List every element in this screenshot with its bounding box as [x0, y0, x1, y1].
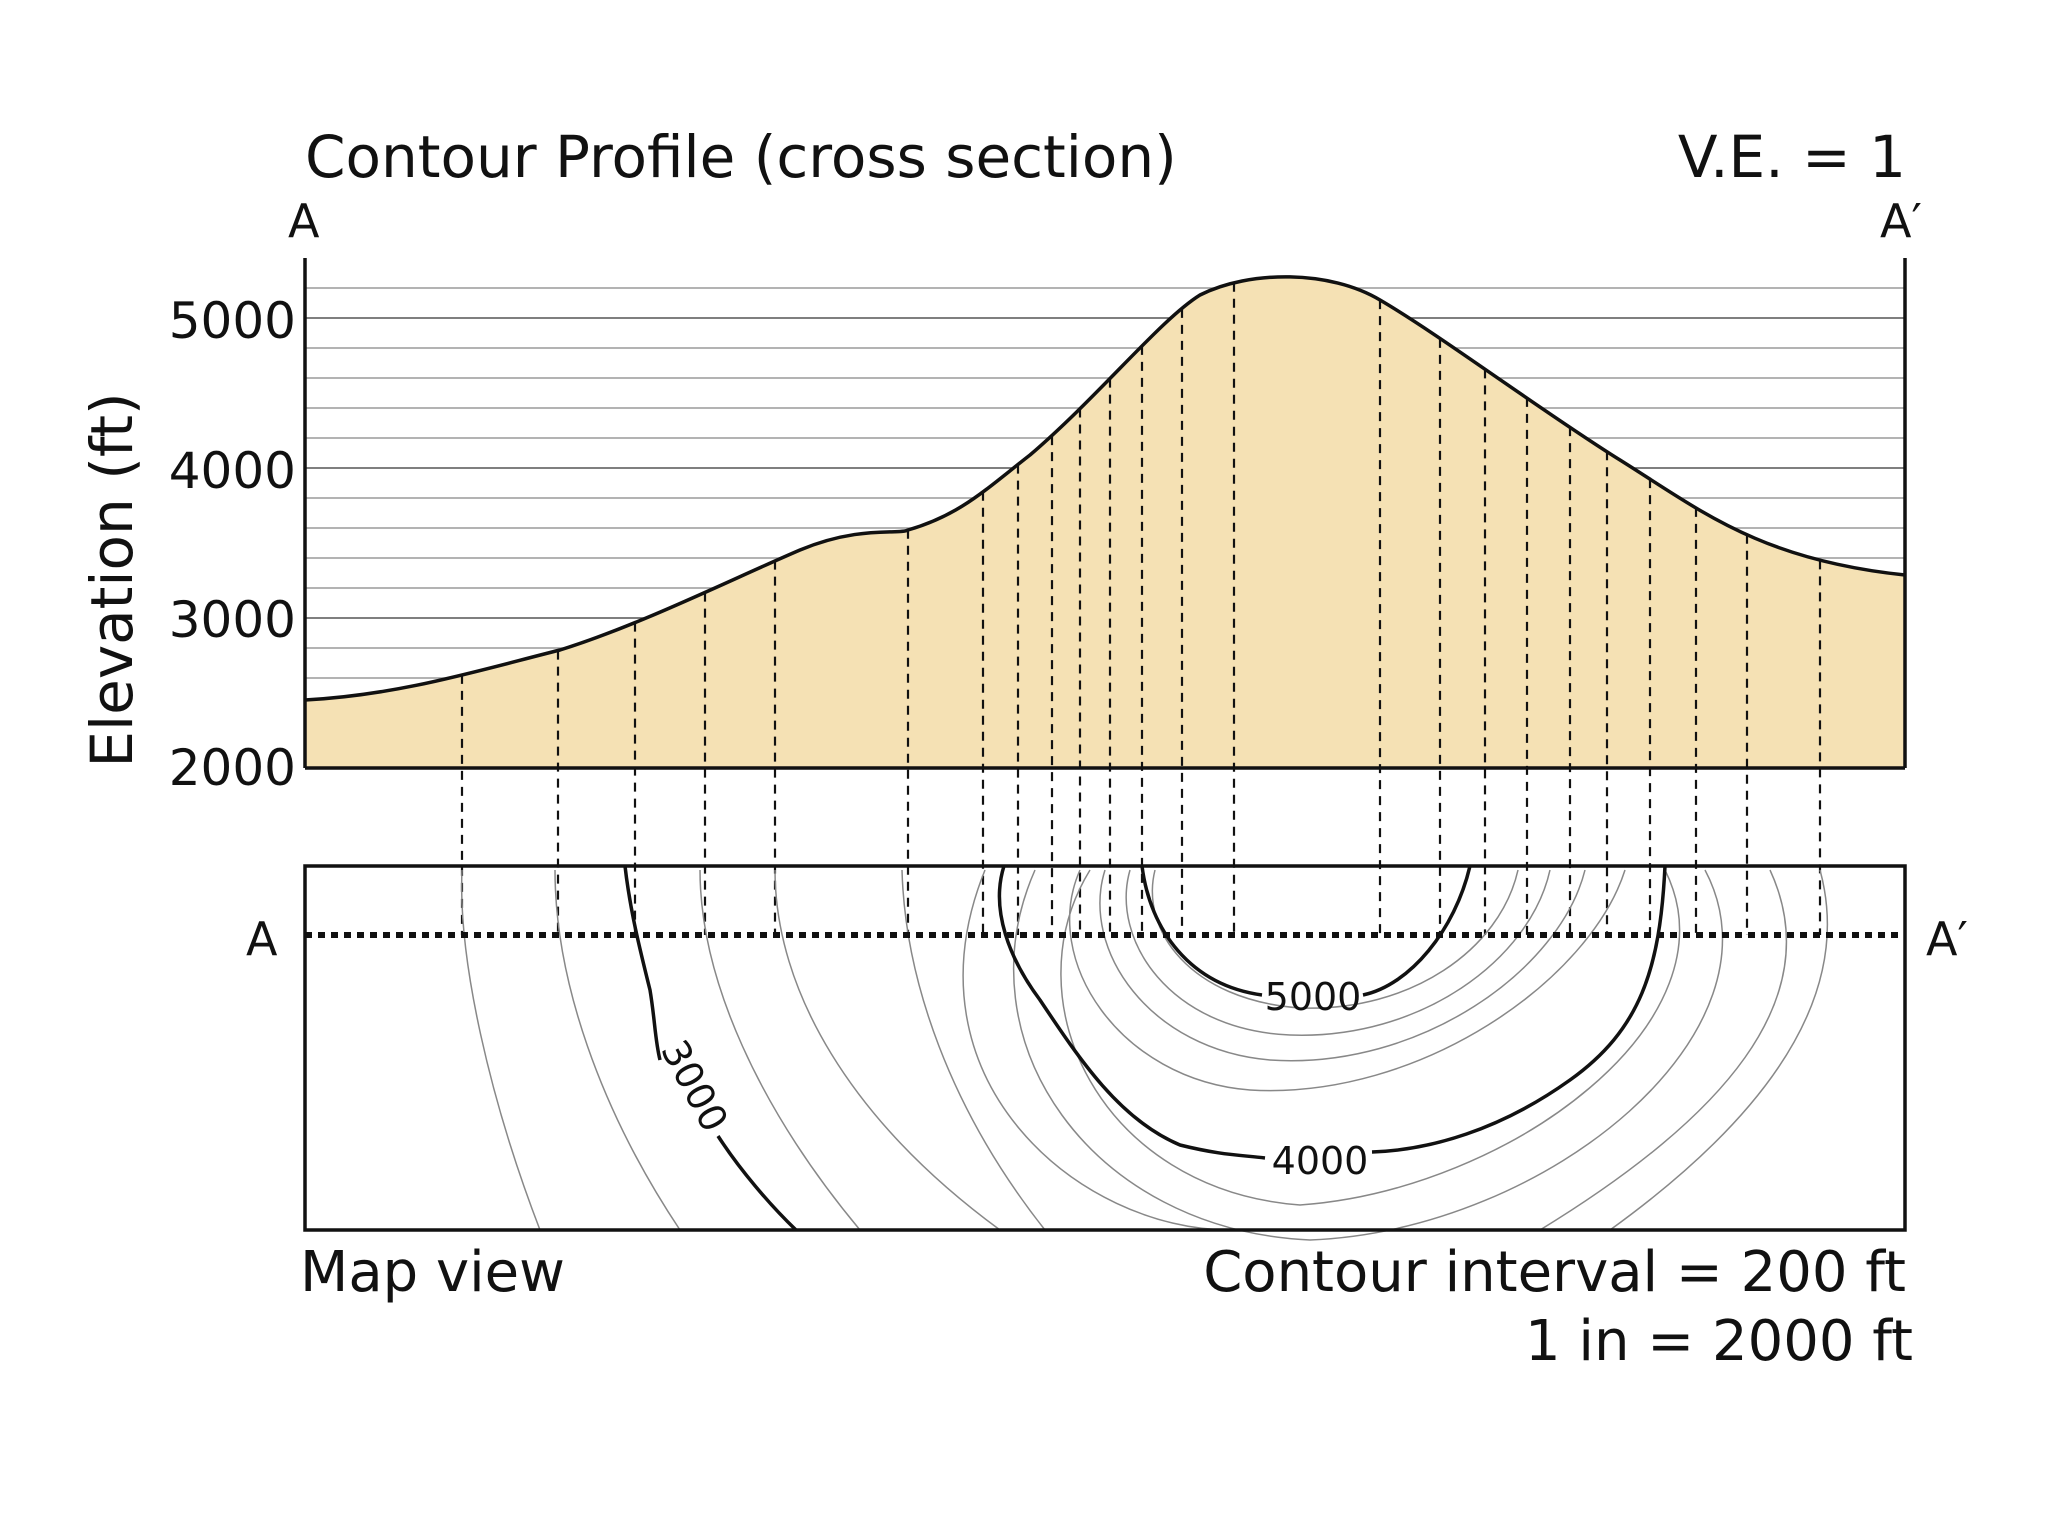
figure-title: Contour Profile (cross section) — [305, 123, 1177, 191]
map-endpoint-a: A — [246, 912, 278, 966]
y-axis-label: Elevation (ft) — [78, 392, 146, 768]
contour-label-3000: 3000 — [652, 1033, 736, 1139]
vertical-exaggeration-label: V.E. = 1 — [1677, 123, 1906, 191]
y-tick-5000: 5000 — [168, 292, 296, 350]
y-tick-4000: 4000 — [168, 442, 296, 500]
contour-5000-line — [1140, 865, 1472, 997]
terrain-profile-line — [304, 275, 1906, 702]
projection-dashed-lines — [460, 282, 1822, 935]
contour-label-4000: 4000 — [1272, 1139, 1369, 1183]
map-frame — [303, 864, 1907, 1232]
terrain-profile-fill — [305, 276, 1905, 768]
map-contour-lines — [460, 865, 1829, 1241]
contour-4000-line — [997, 865, 1667, 1160]
y-tick-2000: 2000 — [168, 739, 296, 797]
contour-3000-line — [623, 865, 798, 1232]
contour-label-5000: 5000 — [1265, 975, 1362, 1019]
map-view-label: Map view — [300, 1240, 565, 1305]
profile-endpoint-a: A — [288, 194, 320, 248]
map-scale-label: 1 in = 2000 ft — [1524, 1309, 1913, 1374]
profile-endpoint-a-prime: A′ — [1880, 194, 1922, 248]
y-tick-3000: 3000 — [168, 591, 296, 649]
map-endpoint-a-prime: A′ — [1926, 912, 1968, 966]
contour-interval-label: Contour interval = 200 ft — [1203, 1240, 1906, 1305]
